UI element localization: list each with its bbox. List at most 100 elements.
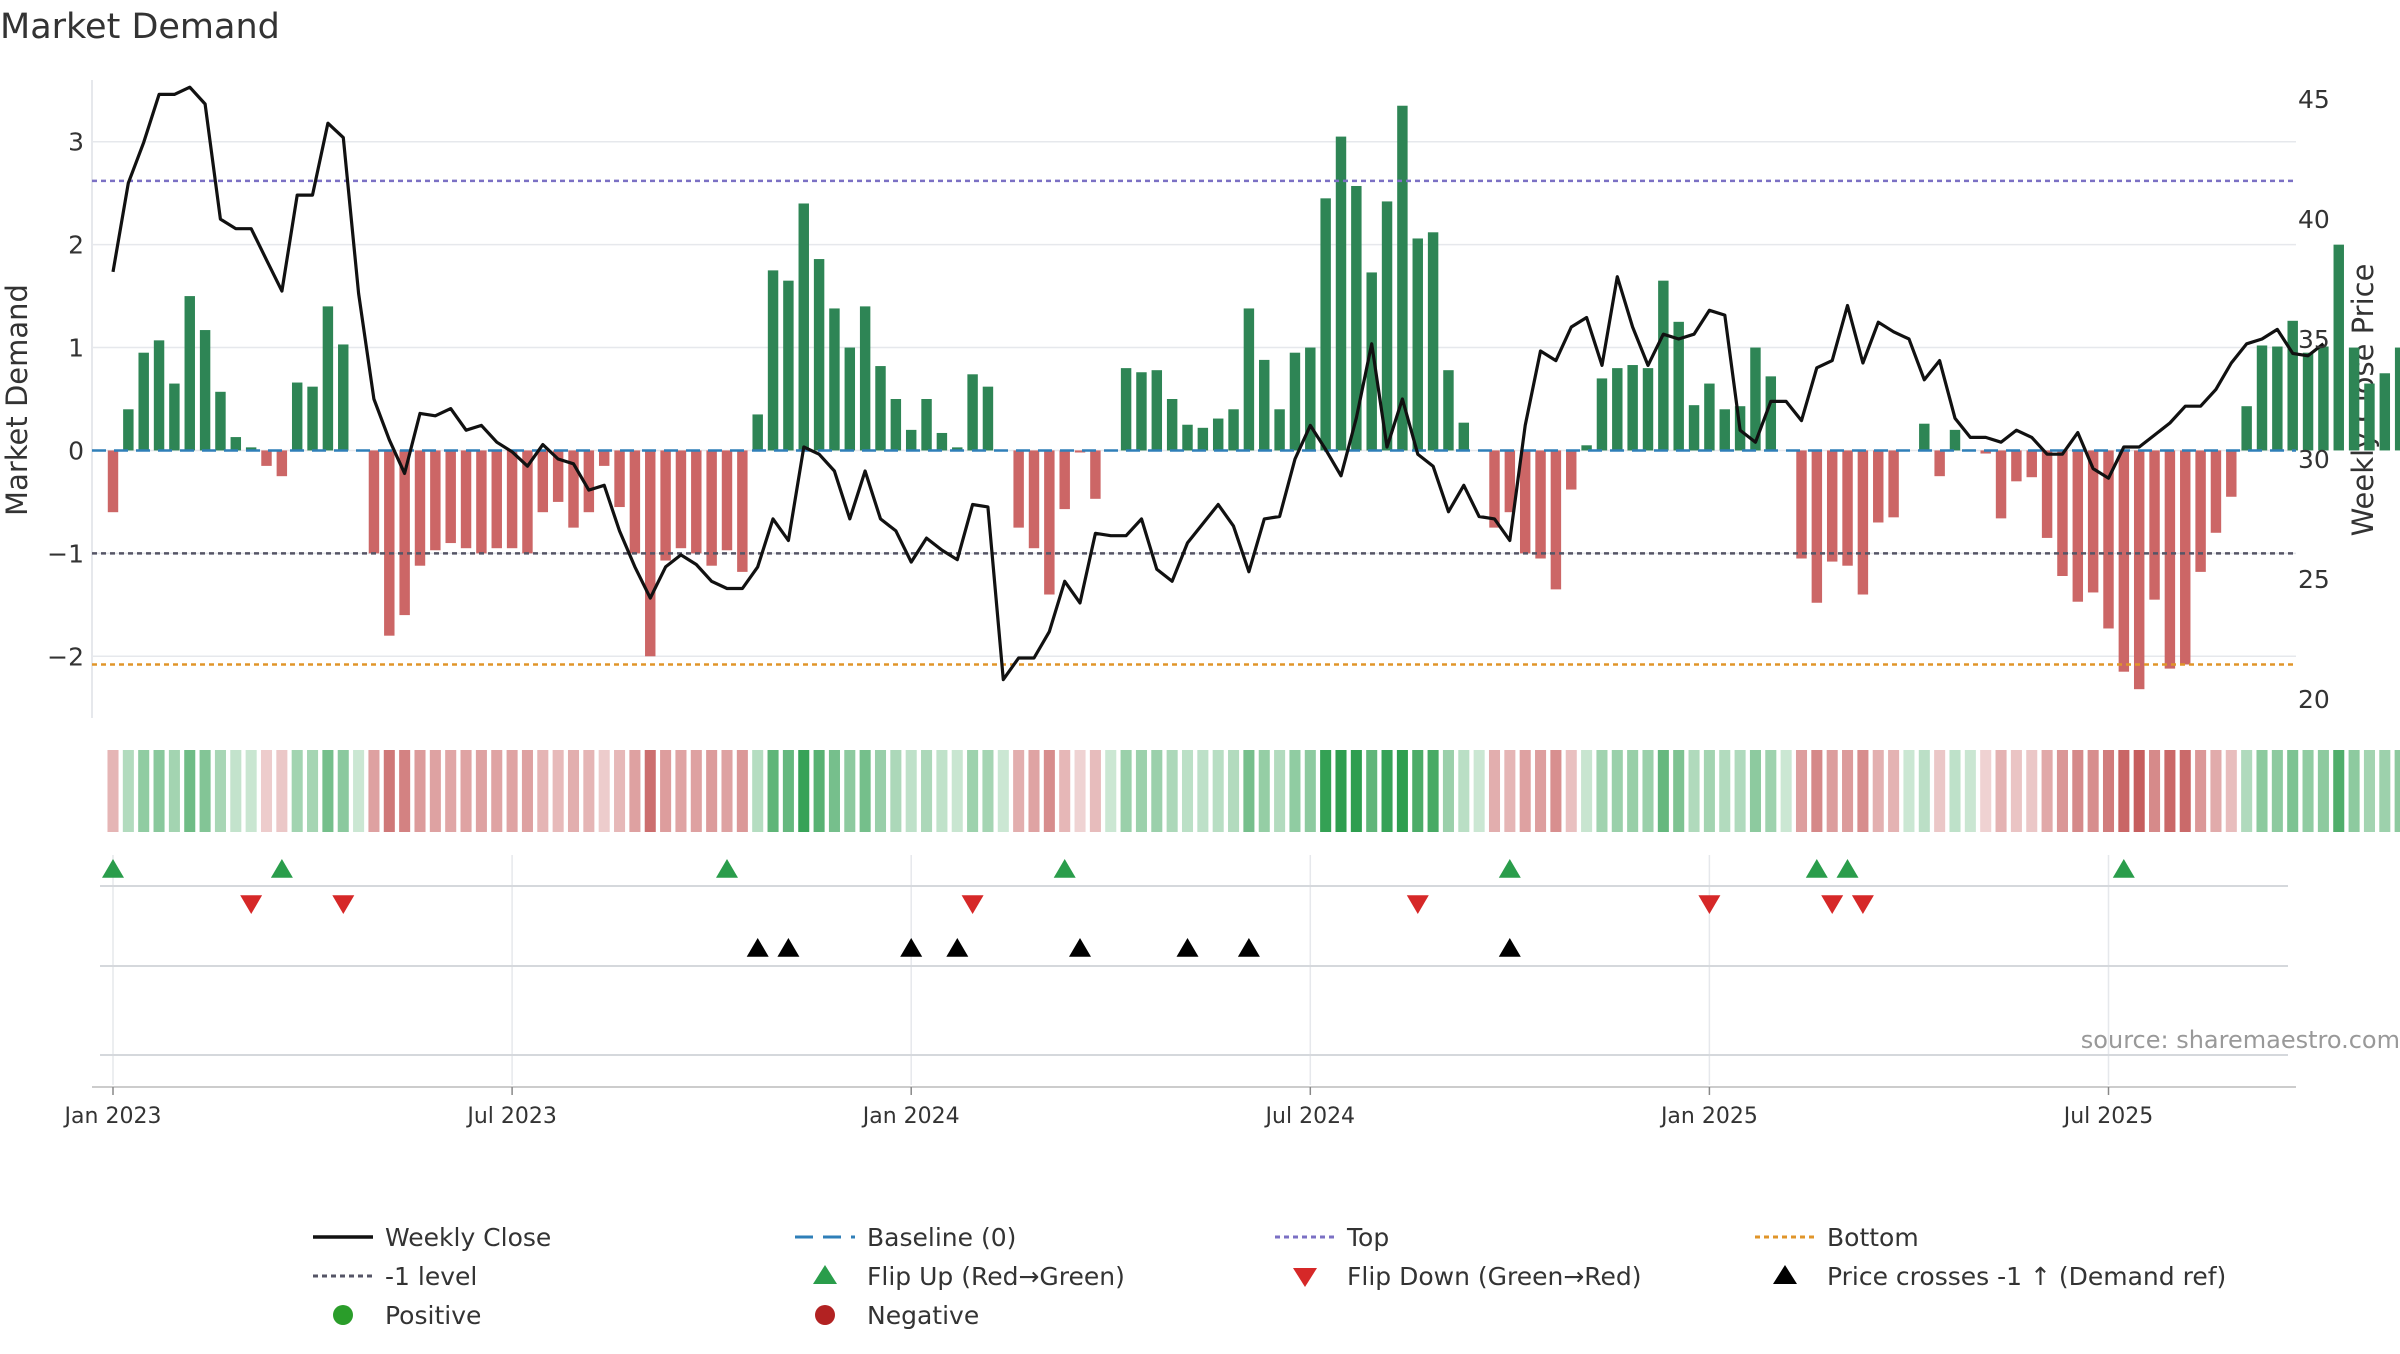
heat-cell: [629, 750, 641, 832]
heat-cell: [368, 750, 380, 832]
heat-cell: [997, 750, 1009, 832]
heat-cell: [1842, 750, 1854, 832]
chart-title: Market Demand: [0, 7, 280, 47]
y2-tick-label: 25: [2298, 565, 2330, 594]
demand-bar-positive: [1366, 272, 1377, 451]
y-axis-label: Market Demand: [0, 284, 34, 516]
demand-bar-negative: [537, 450, 549, 513]
demand-bar-positive: [1765, 376, 1777, 451]
price-cross-marker: [946, 938, 969, 957]
heat-cell: [1504, 750, 1516, 832]
heat-cell: [1320, 750, 1332, 832]
heat-cell: [1228, 750, 1240, 832]
demand-bar-positive: [2272, 346, 2283, 451]
legend-item-baseline: Baseline (0): [795, 1223, 1016, 1252]
heat-cell: [1028, 750, 1040, 832]
demand-bar-positive: [2348, 347, 2360, 451]
demand-bar-negative: [2118, 450, 2130, 672]
demand-bar-positive: [752, 414, 763, 451]
heat-cell: [1780, 750, 1792, 832]
demand-bar-negative: [737, 450, 748, 572]
heat-cell: [1734, 750, 1746, 832]
demand-bar-negative: [1550, 450, 1562, 590]
heat-cell: [1304, 750, 1316, 832]
heat-cell: [967, 750, 979, 832]
demand-bar-negative: [491, 450, 502, 549]
flip-up-marker: [270, 859, 293, 878]
demand-bar-positive: [291, 382, 303, 451]
demand-bar-negative: [1995, 450, 2007, 519]
demand-bar-positive: [123, 409, 134, 451]
heat-cell: [2026, 750, 2038, 832]
demand-bar-positive: [952, 447, 963, 451]
y-tick-label: 2: [68, 231, 84, 260]
heat-cell: [1135, 750, 1147, 832]
price-cross-marker: [1176, 938, 1199, 957]
demand-bar-positive: [859, 306, 871, 451]
demand-bar-positive: [1305, 347, 1316, 451]
demand-bar-positive: [1612, 368, 1623, 451]
demand-bar-positive: [1151, 370, 1163, 451]
heat-cell: [936, 750, 948, 832]
demand-bar-positive: [783, 280, 794, 451]
signal-markers: [102, 859, 2135, 957]
legend-label: Flip Down (Green→Red): [1347, 1262, 1642, 1291]
demand-bar-negative: [1566, 450, 1577, 490]
demand-bar-positive: [798, 203, 809, 451]
demand-bar-positive: [1289, 352, 1301, 451]
heat-cell: [230, 750, 242, 832]
heat-cell: [1888, 750, 1900, 832]
demand-bar-positive: [1704, 383, 1715, 451]
heat-cell: [122, 750, 134, 832]
demand-bar-positive: [921, 399, 932, 451]
demand-bar-negative: [2026, 450, 2037, 478]
demand-bar-negative: [1059, 450, 1070, 510]
heat-cell: [1059, 750, 1071, 832]
legend-item-flip-down: Flip Down (Green→Red): [1293, 1262, 1642, 1291]
legend-swatch: [1293, 1268, 1317, 1287]
demand-bar-positive: [1673, 321, 1684, 451]
demand-bar-positive: [1427, 232, 1439, 451]
legend-item-top: Top: [1275, 1223, 1389, 1252]
legend-label: Weekly Close: [385, 1223, 551, 1252]
heat-cell: [2379, 750, 2391, 832]
heat-cell: [1197, 750, 1209, 832]
heat-cell: [537, 750, 549, 832]
heat-cell: [2195, 750, 2207, 832]
demand-bar-positive: [1750, 347, 1761, 451]
price-cross-marker: [1069, 938, 1091, 957]
heat-cell: [813, 750, 825, 832]
demand-bar-positive: [982, 386, 994, 451]
heat-cell: [1120, 750, 1132, 832]
heat-cell: [767, 750, 779, 832]
heat-cell: [905, 750, 917, 832]
demand-bar-positive: [1274, 409, 1285, 451]
demand-bar-positive: [153, 340, 165, 451]
heat-cell: [2302, 750, 2314, 832]
y2-tick-label: 35: [2298, 325, 2330, 354]
heat-cell: [1903, 750, 1915, 832]
demand-bar-negative: [384, 450, 395, 636]
demand-bar-negative: [1504, 450, 1516, 513]
demand-bar-positive: [2287, 320, 2298, 451]
flip-up-marker: [1836, 859, 1859, 878]
demand-bar-positive: [1120, 368, 1132, 451]
heat-cell: [1535, 750, 1547, 832]
flip-up-marker: [102, 859, 124, 878]
demand-bar-positive: [169, 383, 180, 451]
demand-bar-negative: [552, 450, 564, 502]
demand-bar-positive: [2256, 345, 2268, 451]
flip-up-marker: [1498, 859, 1521, 878]
heat-cell: [322, 750, 334, 832]
demand-bar-positive: [322, 306, 334, 451]
demand-bar-positive: [1182, 424, 1193, 451]
demand-bar-positive: [1166, 399, 1178, 451]
demand-bar-negative: [2011, 450, 2022, 482]
demand-bar-negative: [1888, 450, 1899, 518]
heat-cell: [1412, 750, 1424, 832]
heat-cell: [1350, 750, 1362, 832]
price-cross-marker: [900, 938, 923, 957]
heat-cell: [1719, 750, 1731, 832]
demand-bar-negative: [1044, 450, 1055, 595]
